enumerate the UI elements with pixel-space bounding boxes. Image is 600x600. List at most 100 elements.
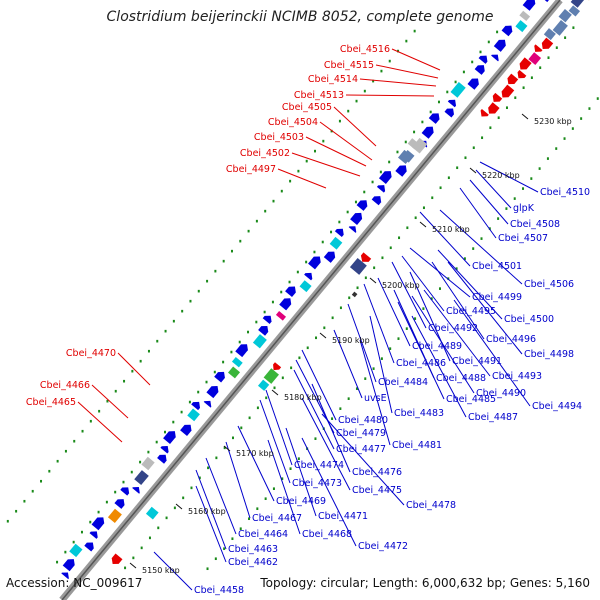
gc-dot — [514, 96, 517, 100]
gene-feature — [114, 499, 125, 509]
gc-dot — [463, 257, 466, 260]
gc-dot — [207, 466, 210, 470]
gc-dot — [456, 166, 459, 170]
gene-feature — [501, 84, 515, 98]
gc-dot — [429, 110, 432, 114]
gc-dot — [487, 40, 490, 44]
gc-dot — [331, 417, 334, 420]
leader-line — [225, 441, 251, 519]
gc-dot — [206, 279, 209, 283]
gene-label: Cbei_4472 — [358, 541, 408, 552]
gene-feature — [444, 108, 454, 118]
gc-dot — [572, 26, 575, 29]
gc-dot — [264, 497, 267, 501]
gene-feature — [132, 487, 140, 494]
gene-feature — [191, 401, 201, 411]
gene-feature — [61, 572, 69, 580]
gc-dot — [321, 240, 324, 244]
gene-feature — [214, 371, 225, 383]
gene-label: Cbei_4499 — [472, 292, 522, 303]
gc-dot — [155, 440, 158, 444]
gene-label: Cbei_4502 — [240, 148, 290, 159]
gc-dot — [414, 216, 417, 220]
leader-line — [397, 301, 445, 400]
gc-dot — [31, 489, 34, 493]
leader-line — [447, 261, 523, 355]
gc-skew-dots — [6, 26, 599, 571]
gc-dot — [422, 307, 425, 310]
gc-dot — [81, 429, 84, 433]
tick-mark — [129, 562, 137, 569]
gc-dot — [230, 350, 233, 354]
gene-label: Cbei_4496 — [486, 334, 536, 345]
gene-label: Cbei_4468 — [302, 529, 352, 540]
gene-label: Cbei_4514 — [308, 74, 358, 85]
gene-label: Cbei_4487 — [468, 412, 518, 423]
tick-mark — [271, 389, 279, 396]
tick-label: 5210 kbp — [432, 225, 470, 234]
leader-line — [453, 299, 531, 407]
gene-label: Cbei_4516 — [340, 44, 390, 55]
tick-label: 5160 kbp — [188, 507, 226, 516]
leader-line — [301, 349, 337, 421]
gc-dot — [165, 516, 168, 520]
gc-dot — [281, 477, 284, 480]
leader-line — [359, 78, 437, 87]
gene-feature — [308, 256, 321, 270]
gc-dot — [247, 229, 250, 233]
gc-dot — [281, 376, 284, 380]
gene-feature — [262, 315, 272, 324]
gc-dot — [298, 356, 301, 360]
gene-feature — [501, 25, 513, 37]
gc-dot — [596, 97, 599, 100]
gene-label: Cbei_4507 — [498, 233, 548, 244]
gc-dot — [198, 476, 201, 480]
gc-dot — [513, 197, 516, 200]
gene-labels: Cbei_4516Cbei_4515Cbei_4514Cbei_4513Cbei… — [26, 44, 590, 596]
gene-feature — [84, 542, 94, 552]
leader-line — [321, 413, 405, 506]
leader-line — [285, 427, 317, 517]
gene-feature — [91, 517, 105, 531]
leader-line — [277, 168, 327, 189]
gc-dot — [264, 209, 267, 213]
gc-dot — [147, 349, 150, 353]
gc-dot — [422, 206, 425, 210]
gene-features — [61, 0, 595, 580]
gc-dot — [255, 219, 258, 223]
gene-feature — [120, 487, 130, 496]
label-leaders — [77, 48, 539, 591]
gene-feature — [541, 37, 554, 50]
gc-dot — [123, 379, 126, 383]
leader-line — [153, 551, 193, 591]
leader-line — [469, 179, 509, 225]
gene-feature — [522, 0, 536, 11]
leader-line — [347, 303, 377, 383]
gc-dot — [297, 169, 300, 173]
leader-line — [459, 187, 497, 239]
gene-feature — [540, 0, 552, 3]
gc-dot — [396, 150, 399, 154]
gene-label: Cbei_4476 — [352, 467, 402, 478]
leader-line — [267, 439, 301, 535]
gene-feature — [258, 325, 269, 336]
gc-dot — [338, 220, 341, 224]
gc-dot — [323, 326, 326, 330]
gc-dot — [530, 76, 533, 80]
gene-label: Cbei_4478 — [406, 500, 456, 511]
gene-label: Cbei_4500 — [504, 314, 554, 325]
gc-dot — [472, 146, 475, 150]
gc-dot — [280, 189, 283, 193]
gene-feature — [334, 228, 344, 238]
gc-dot — [330, 230, 333, 234]
tick-mark — [319, 332, 327, 339]
gc-dot — [272, 487, 275, 491]
gc-dot — [347, 109, 350, 113]
leader-line — [333, 329, 363, 399]
gc-dot — [480, 237, 483, 240]
gc-dot — [447, 176, 450, 180]
gene-feature — [187, 408, 200, 422]
gc-dot — [397, 337, 400, 340]
gc-dot — [580, 117, 583, 120]
gene-feature — [517, 69, 527, 79]
